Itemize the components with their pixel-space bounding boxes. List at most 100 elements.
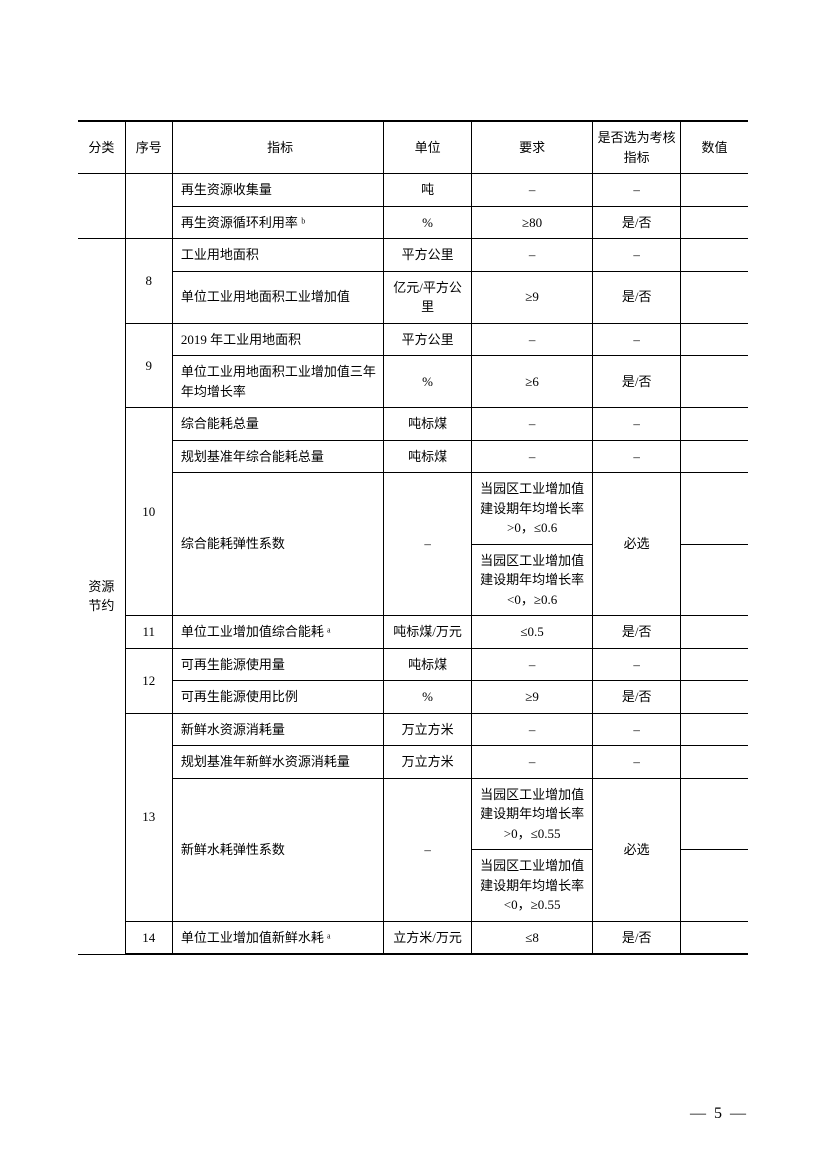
cell-sel: – <box>593 746 681 779</box>
cell-val <box>680 323 748 356</box>
table-row: 综合能耗弹性系数 – 当园区工业增加值建设期年均增长率>0，≤0.6 必选 <box>78 473 748 545</box>
cell-unit: 万立方米 <box>384 713 472 746</box>
cell-indicator: 单位工业增加值综合能耗 ᵃ <box>172 616 383 649</box>
cell-unit: 吨 <box>384 174 472 207</box>
header-value: 数值 <box>680 121 748 174</box>
cell-sel: – <box>593 239 681 272</box>
header-selected: 是否选为考核指标 <box>593 121 681 174</box>
header-category: 分类 <box>78 121 125 174</box>
cell-sel: 必选 <box>593 473 681 616</box>
cell-sel: – <box>593 174 681 207</box>
cell-val <box>680 356 748 408</box>
cell-unit: 平方公里 <box>384 239 472 272</box>
header-indicator: 指标 <box>172 121 383 174</box>
cell-req: – <box>471 323 592 356</box>
cell-unit: % <box>384 356 472 408</box>
header-number: 序号 <box>125 121 172 174</box>
cell-val <box>680 473 748 545</box>
cell-val <box>680 778 748 850</box>
indicator-table: 分类 序号 指标 单位 要求 是否选为考核指标 数值 再生资源收集量 吨 – – <box>78 120 748 955</box>
table-row: 11 单位工业增加值综合能耗 ᵃ 吨标煤/万元 ≤0.5 是/否 <box>78 616 748 649</box>
cell-val <box>680 239 748 272</box>
cell-indicator: 新鲜水耗弹性系数 <box>172 778 383 921</box>
cell-sel: – <box>593 713 681 746</box>
cell-unit: 万立方米 <box>384 746 472 779</box>
cell-indicator: 可再生能源使用量 <box>172 648 383 681</box>
cell-req: – <box>471 648 592 681</box>
cell-val <box>680 746 748 779</box>
cell-indicator: 工业用地面积 <box>172 239 383 272</box>
table-row: 单位工业用地面积工业增加值 亿元/平方公里 ≥9 是/否 <box>78 271 748 323</box>
cell-req: 当园区工业增加值建设期年均增长率>0，≤0.6 <box>471 473 592 545</box>
header-unit: 单位 <box>384 121 472 174</box>
cell-number-blank <box>125 174 172 239</box>
cell-number: 13 <box>125 713 172 921</box>
cell-indicator: 综合能耗总量 <box>172 408 383 441</box>
cell-val <box>680 174 748 207</box>
cell-unit: 吨标煤 <box>384 440 472 473</box>
cell-sel: 是/否 <box>593 681 681 714</box>
cell-sel: 必选 <box>593 778 681 921</box>
cell-unit: – <box>384 473 472 616</box>
cell-indicator: 2019 年工业用地面积 <box>172 323 383 356</box>
cell-sel: – <box>593 440 681 473</box>
cell-indicator: 规划基准年新鲜水资源消耗量 <box>172 746 383 779</box>
cell-number: 8 <box>125 239 172 324</box>
table-row: 13 新鲜水资源消耗量 万立方米 – – <box>78 713 748 746</box>
cell-req: ≥80 <box>471 206 592 239</box>
cell-indicator: 综合能耗弹性系数 <box>172 473 383 616</box>
cell-req: – <box>471 239 592 272</box>
document-page: 分类 序号 指标 单位 要求 是否选为考核指标 数值 再生资源收集量 吨 – – <box>0 0 826 995</box>
table-row: 新鲜水耗弹性系数 – 当园区工业增加值建设期年均增长率>0，≤0.55 必选 <box>78 778 748 850</box>
cell-val <box>680 408 748 441</box>
cell-unit: 吨标煤 <box>384 648 472 681</box>
table-row: 规划基准年综合能耗总量 吨标煤 – – <box>78 440 748 473</box>
cell-category: 资源节约 <box>78 239 125 955</box>
cell-req: ≥6 <box>471 356 592 408</box>
cell-req: – <box>471 713 592 746</box>
cell-number: 9 <box>125 323 172 408</box>
cell-req: ≥9 <box>471 681 592 714</box>
cell-indicator: 新鲜水资源消耗量 <box>172 713 383 746</box>
cell-sel: – <box>593 323 681 356</box>
cell-req: 当园区工业增加值建设期年均增长率<0，≥0.55 <box>471 850 592 922</box>
cell-req: ≤8 <box>471 921 592 954</box>
cell-unit: % <box>384 681 472 714</box>
cell-val <box>680 206 748 239</box>
cell-sel: 是/否 <box>593 356 681 408</box>
cell-req: – <box>471 440 592 473</box>
cell-unit: 亿元/平方公里 <box>384 271 472 323</box>
table-row: 再生资源收集量 吨 – – <box>78 174 748 207</box>
table-row: 10 综合能耗总量 吨标煤 – – <box>78 408 748 441</box>
table-row: 9 2019 年工业用地面积 平方公里 – – <box>78 323 748 356</box>
cell-req: 当园区工业增加值建设期年均增长率<0，≥0.6 <box>471 544 592 616</box>
cell-req: – <box>471 408 592 441</box>
cell-unit: 吨标煤 <box>384 408 472 441</box>
cell-unit: – <box>384 778 472 921</box>
cell-indicator: 再生资源循环利用率 ᵇ <box>172 206 383 239</box>
cell-number: 12 <box>125 648 172 713</box>
cell-val <box>680 648 748 681</box>
header-requirement: 要求 <box>471 121 592 174</box>
cell-number: 10 <box>125 408 172 616</box>
cell-req: ≥9 <box>471 271 592 323</box>
cell-number: 14 <box>125 921 172 954</box>
cell-val <box>680 921 748 954</box>
table-row: 12 可再生能源使用量 吨标煤 – – <box>78 648 748 681</box>
cell-req: – <box>471 746 592 779</box>
cell-indicator: 单位工业增加值新鲜水耗 ᵃ <box>172 921 383 954</box>
table-row: 可再生能源使用比例 % ≥9 是/否 <box>78 681 748 714</box>
cell-req: – <box>471 174 592 207</box>
table-row: 资源节约 8 工业用地面积 平方公里 – – <box>78 239 748 272</box>
page-number: — 5 — <box>690 1105 748 1123</box>
cell-sel: 是/否 <box>593 271 681 323</box>
cell-unit: 立方米/万元 <box>384 921 472 954</box>
cell-unit: 平方公里 <box>384 323 472 356</box>
table-row: 单位工业用地面积工业增加值三年年均增长率 % ≥6 是/否 <box>78 356 748 408</box>
cell-val <box>680 271 748 323</box>
table-row: 规划基准年新鲜水资源消耗量 万立方米 – – <box>78 746 748 779</box>
cell-val <box>680 713 748 746</box>
cell-val <box>680 681 748 714</box>
cell-val <box>680 544 748 616</box>
cell-val <box>680 616 748 649</box>
